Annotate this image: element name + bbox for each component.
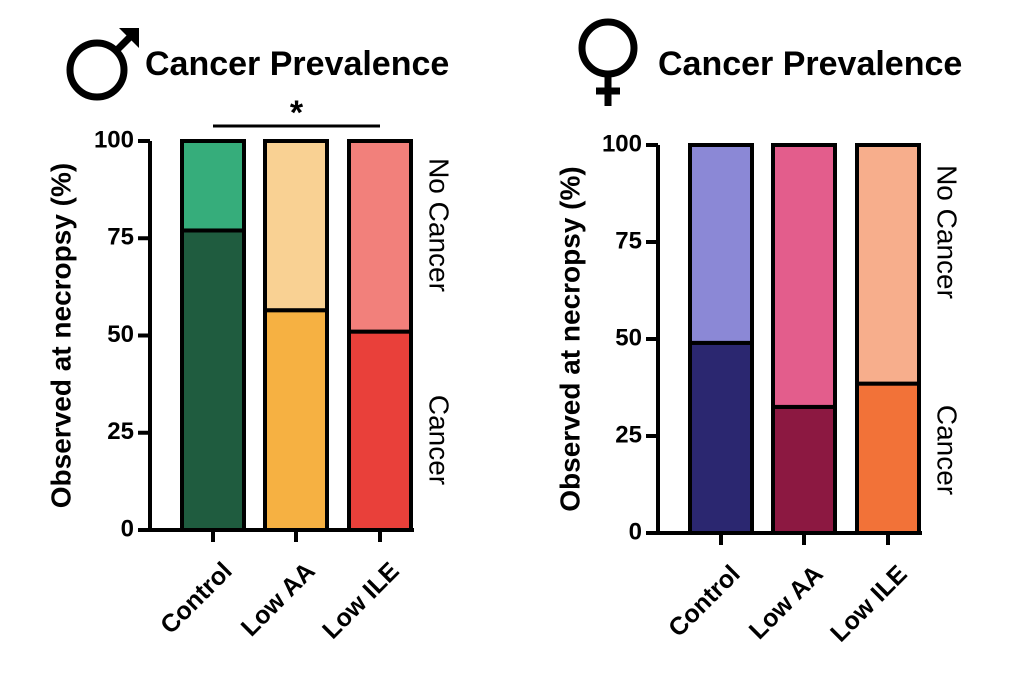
x-category-label: Control [663, 560, 746, 643]
bar-no-cancer-control [688, 143, 754, 345]
y-axis-label: Observed at necropsy (%) [554, 166, 585, 511]
y-tick-label: 100 [602, 130, 642, 157]
bar-cancer-low-ile [855, 381, 921, 535]
female-symbol-icon [578, 18, 638, 106]
x-category-label: Low ILE [317, 557, 405, 645]
significance-star: * [290, 94, 304, 132]
side-label-no-cancer: No Cancer [932, 165, 963, 299]
y-tick-label: 25 [615, 421, 642, 448]
y-tick-label: 100 [94, 126, 134, 153]
y-tick-label: 0 [629, 518, 642, 545]
bar-cancer-low-aa [263, 308, 329, 532]
y-tick-label: 0 [121, 515, 134, 542]
female-cancer-chart: Cancer Prevalence Observed at necropsy (%… [554, 18, 963, 648]
chart-title: Cancer Prevalence [658, 45, 962, 83]
bar-cancer-control [180, 228, 246, 532]
female-symbol-circle [578, 18, 638, 78]
bar-no-cancer-low-ile [347, 139, 413, 334]
bar-no-cancer-low-aa [771, 143, 837, 409]
side-label-no-cancer: No Cancer [424, 158, 455, 292]
y-axis-label: Observed at necropsy (%) [45, 163, 76, 508]
male-symbol-icon [66, 28, 139, 101]
y-tick-label: 50 [615, 324, 642, 351]
x-category-label: Low ILE [825, 560, 913, 648]
male-cancer-chart: Cancer Prevalence Observed at necropsy (%… [45, 28, 455, 645]
male-symbol-circle [66, 39, 128, 101]
y-tick-label: 25 [107, 418, 134, 445]
side-label-cancer: Cancer [424, 395, 455, 485]
bar-cancer-low-aa [771, 404, 837, 535]
x-category-label: Low AA [236, 557, 321, 642]
side-label-cancer: Cancer [932, 405, 963, 495]
y-tick-label: 75 [107, 224, 134, 251]
bar-cancer-control [688, 340, 754, 535]
bar-cancer-low-ile [347, 329, 413, 532]
male-symbol-arrow [119, 28, 139, 48]
bar-no-cancer-low-aa [263, 139, 329, 313]
x-category-label: Low AA [744, 560, 829, 645]
y-tick-label: 50 [107, 321, 134, 348]
chart-title: Cancer Prevalence [145, 45, 449, 83]
bar-no-cancer-control [180, 139, 246, 233]
y-tick-label: 75 [615, 227, 642, 254]
x-category-label: Control [155, 557, 238, 640]
bar-no-cancer-low-ile [855, 143, 921, 386]
